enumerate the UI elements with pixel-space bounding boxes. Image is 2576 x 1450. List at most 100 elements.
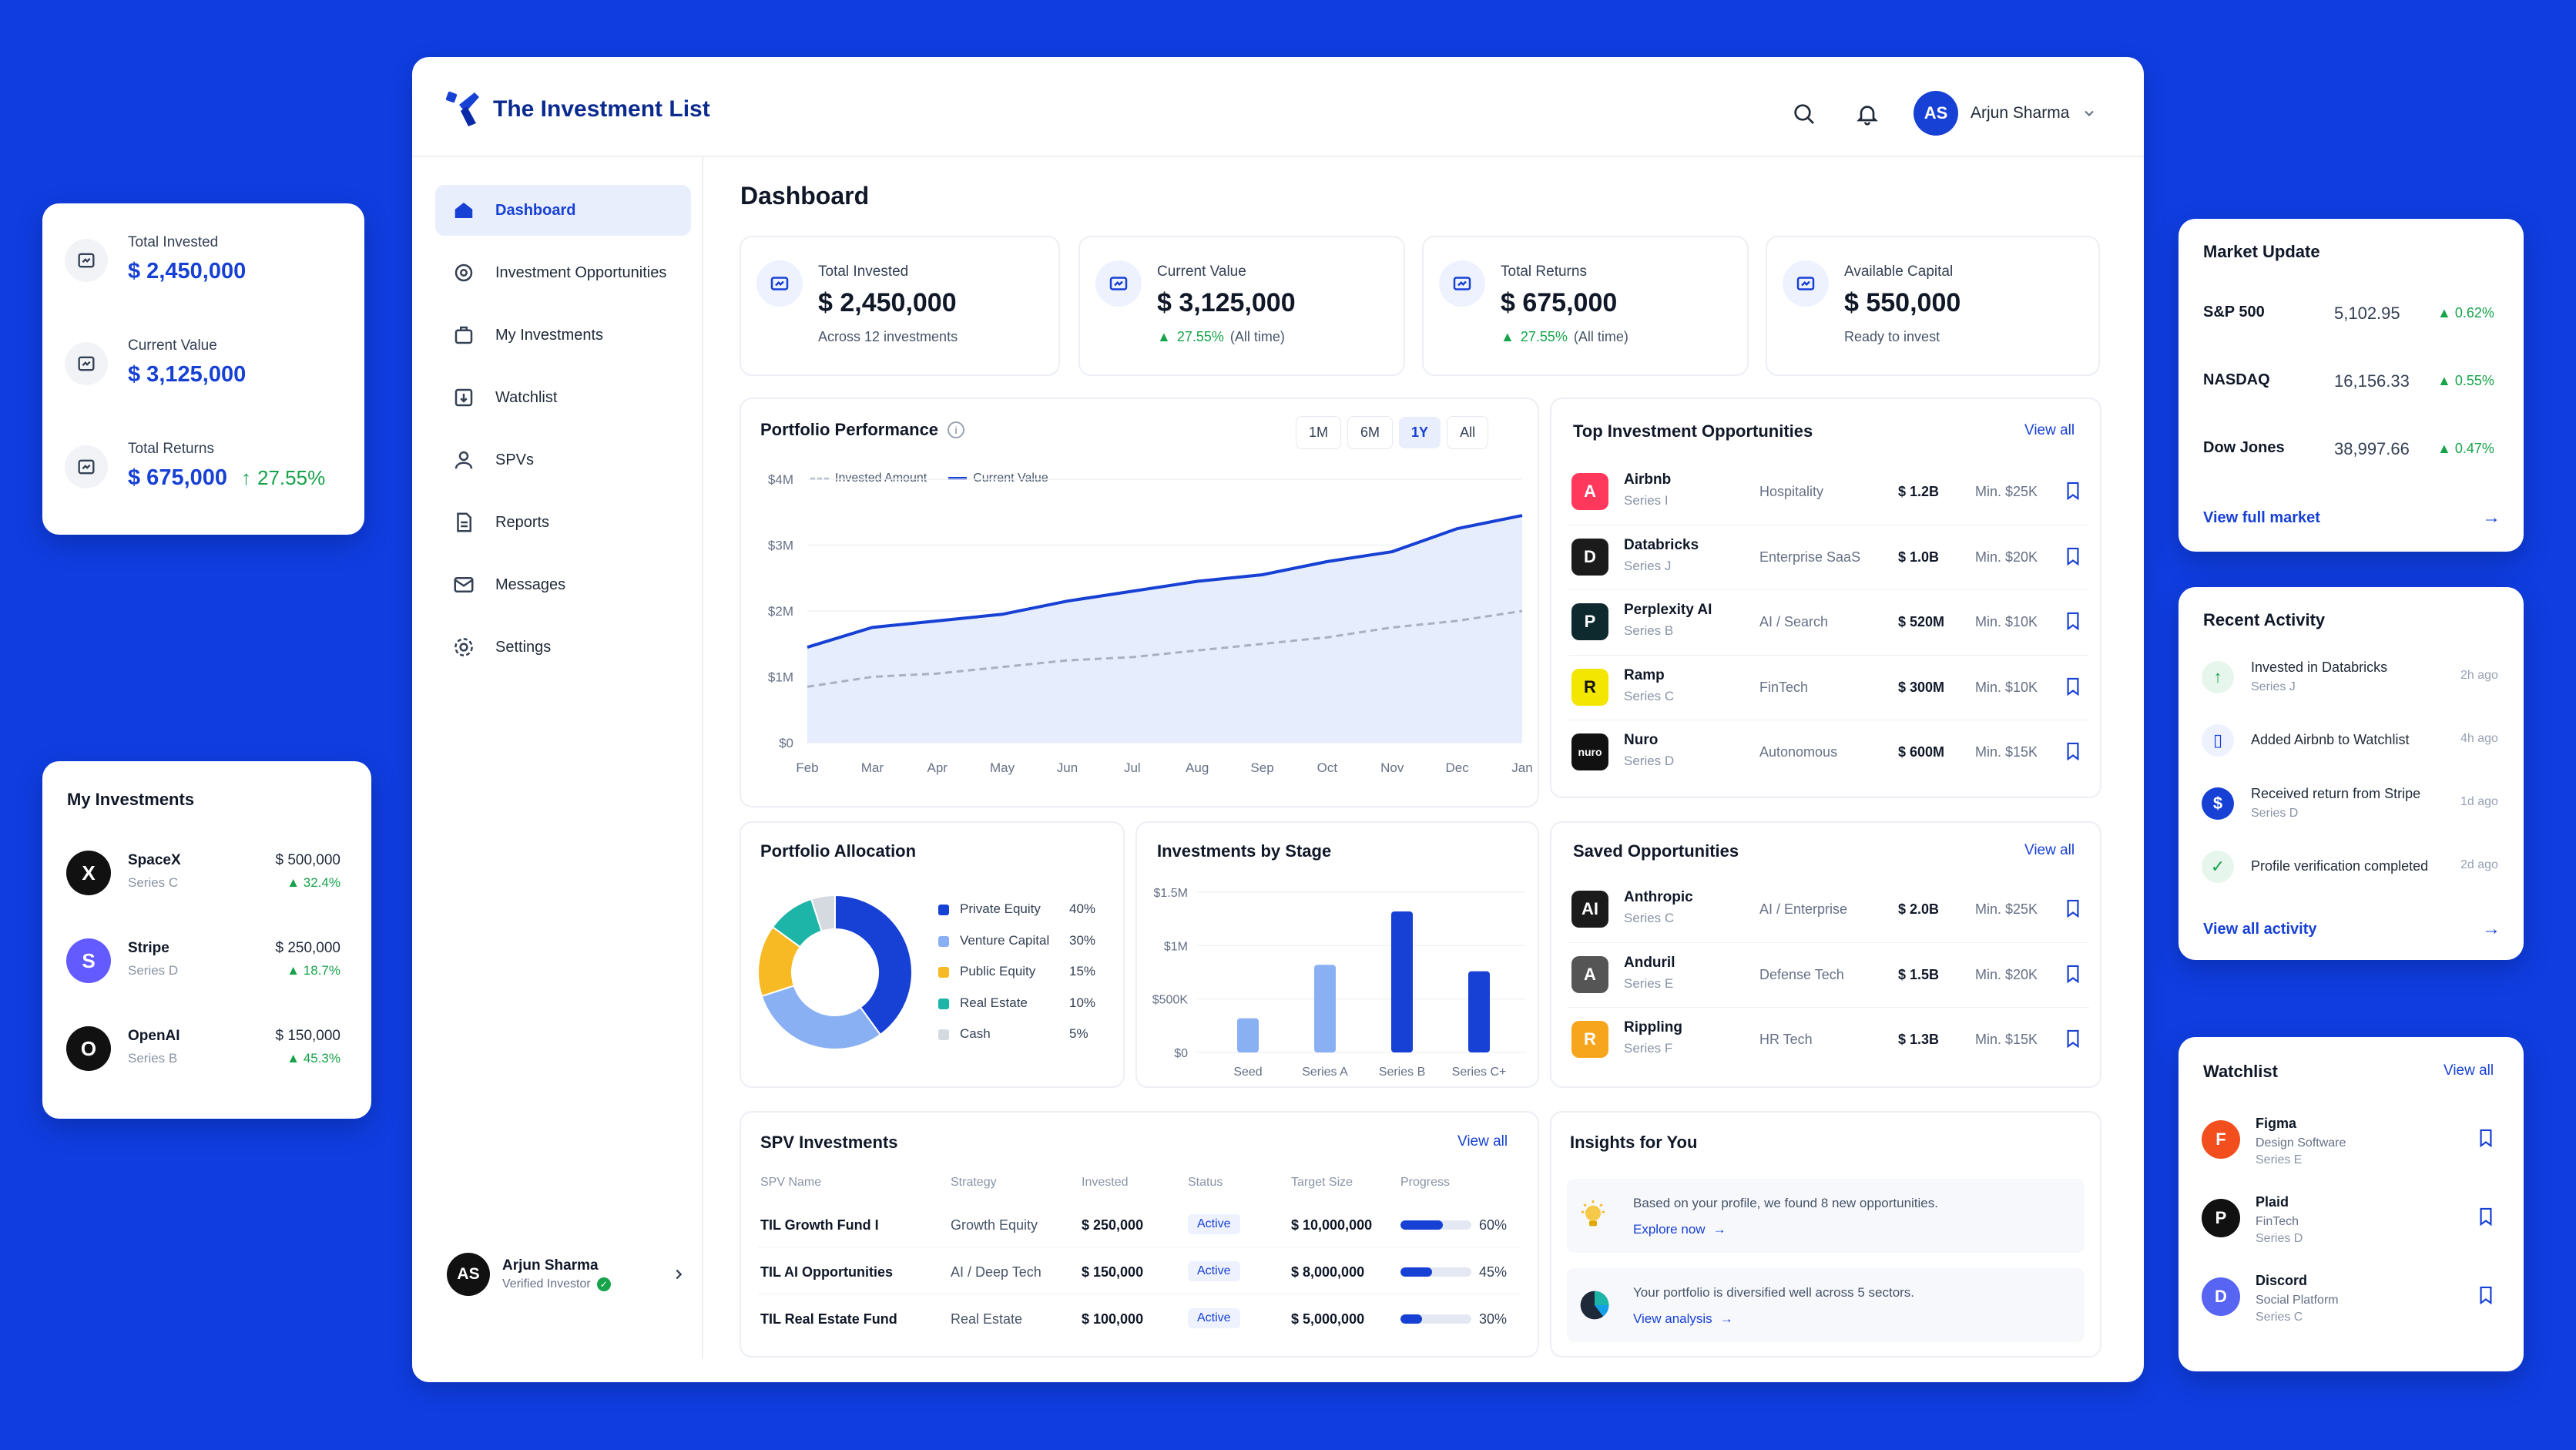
view-all-activity-link[interactable]: View all activity → (2203, 918, 2501, 939)
stat-value: $ 550,000 (1844, 288, 1961, 317)
arrow-right-icon: → (2482, 918, 2501, 939)
bookmark-icon[interactable] (2064, 741, 2081, 765)
stat-label: Available Capital (1844, 263, 1954, 280)
info-icon[interactable]: i (948, 421, 965, 438)
legend-swatch (938, 935, 949, 947)
watch-name[interactable]: Plaid (2256, 1194, 2289, 1210)
x-tick-label: Jul (1124, 760, 1141, 775)
saved-panel (1550, 821, 2101, 1088)
company-name[interactable]: Nuro (1624, 732, 1659, 748)
document-icon (452, 511, 475, 534)
range-1m[interactable]: 1M (1296, 416, 1342, 449)
company-series: Series F (1624, 1041, 1673, 1056)
spv-name[interactable]: TIL AI Opportunities (760, 1264, 893, 1280)
nav-item-watchlist[interactable]: Watchlist (435, 372, 691, 423)
summary-value: $ 675,000 (128, 465, 228, 490)
nav-item-messages[interactable]: Messages (435, 559, 691, 610)
watchlist-view-all[interactable]: View all (2444, 1062, 2494, 1079)
bookmark-icon[interactable] (2477, 1207, 2494, 1230)
allocation-pct: 40% (1069, 901, 1096, 916)
bookmark-icon[interactable] (2064, 964, 2081, 988)
sidebar-user-card[interactable]: AS Arjun Sharma Verified Investor ✓ (447, 1253, 687, 1296)
company-name[interactable]: Databricks (1624, 536, 1699, 553)
nav-item-reports[interactable]: Reports (435, 497, 691, 548)
investment-name[interactable]: SpaceX (128, 852, 181, 868)
top-opportunities-view-all[interactable]: View all (2024, 422, 2075, 438)
allocation-pct: 10% (1069, 995, 1096, 1010)
mail-icon (452, 573, 475, 596)
range-6m[interactable]: 6M (1347, 416, 1394, 449)
range-all[interactable]: All (1447, 416, 1489, 449)
arrow-right-icon: → (1719, 1311, 1733, 1326)
stat-label: Total Invested (818, 263, 909, 280)
bookmark-icon[interactable] (2064, 898, 2081, 922)
watch-name[interactable]: Discord (2256, 1273, 2308, 1288)
returns-icon (1439, 260, 1485, 307)
nav-item-settings[interactable]: Settings (435, 622, 691, 673)
insight-link[interactable]: Explore now → (1633, 1222, 1726, 1237)
bookmark-icon[interactable] (2064, 1029, 2081, 1052)
stat-sub: (All time) (1229, 329, 1285, 344)
nav-item-dashboard[interactable]: Dashboard (435, 185, 691, 236)
airbnb-logo: A (1571, 473, 1608, 510)
bookmark-icon: ▯ (2202, 724, 2234, 757)
bookmark-icon[interactable] (2064, 546, 2081, 570)
bookmark-icon[interactable] (2064, 676, 2081, 700)
x-tick-label: Dec (1446, 760, 1470, 775)
progress-pct: 30% (1479, 1311, 1508, 1327)
chevron-down-icon (2085, 110, 2095, 116)
market-index-name: NASDAQ (2203, 371, 2270, 388)
donut-slice-cash (810, 894, 836, 933)
bell-icon[interactable] (1852, 99, 1883, 129)
spv-name[interactable]: TIL Growth Fund I (760, 1217, 879, 1233)
company-name[interactable]: Rippling (1624, 1019, 1682, 1035)
watchlist-title: Watchlist (2203, 1062, 2278, 1081)
y-tick-label: $0 (779, 736, 793, 750)
company-name[interactable]: Anduril (1624, 954, 1675, 971)
company-name[interactable]: Airbnb (1624, 472, 1672, 488)
nav-label: Dashboard (495, 201, 576, 219)
row-divider (1568, 1007, 2089, 1008)
bookmark-icon[interactable] (2064, 611, 2081, 635)
user-menu[interactable]: AS Arjun Sharma (1914, 91, 2097, 136)
investment-name[interactable]: Stripe (128, 940, 169, 956)
insight-link[interactable]: View analysis → (1633, 1311, 1733, 1326)
saved-view-all[interactable]: View all (2024, 842, 2075, 858)
table-header: Strategy (951, 1176, 997, 1189)
nav-item-investment-opportunities[interactable]: Investment Opportunities (435, 247, 691, 298)
sidebar-user-role: Verified Investor (502, 1277, 591, 1291)
search-icon[interactable] (1789, 99, 1820, 129)
spv-view-all[interactable]: View all (1457, 1133, 1508, 1150)
activity-text: Profile verification completed (2251, 858, 2429, 874)
range-1y[interactable]: 1Y (1399, 417, 1441, 448)
nav-label: SPVs (495, 451, 535, 468)
app-logo[interactable]: The Investment List (445, 89, 710, 129)
spv-invested: $ 250,000 (1082, 1217, 1144, 1233)
watch-series: Series C (2256, 1311, 2303, 1324)
watch-series: Series D (2256, 1232, 2303, 1245)
x-tick-label: Series C+ (1452, 1066, 1507, 1079)
activity-time: 2h ago (2460, 669, 2498, 682)
company-name[interactable]: Perplexity AI (1624, 602, 1712, 618)
spv-name[interactable]: TIL Real Estate Fund (760, 1311, 897, 1327)
watch-name[interactable]: Figma (2256, 1116, 2297, 1131)
bookmark-icon[interactable] (2477, 1285, 2494, 1309)
activity-title: Recent Activity (2203, 610, 2326, 629)
company-name[interactable]: Anthropic (1624, 889, 1693, 905)
x-tick-label: Mar (861, 760, 884, 775)
bookmark-icon[interactable] (2064, 481, 2081, 505)
view-full-market-link[interactable]: View full market → (2203, 507, 2501, 528)
y-tick-label: $3M (768, 539, 793, 553)
company-name[interactable]: Ramp (1624, 666, 1665, 683)
nav-item-spvs[interactable]: SPVs (435, 435, 691, 485)
current-value-area (807, 515, 1522, 743)
returns-icon (65, 445, 108, 488)
allocation-label: Public Equity (960, 964, 1036, 978)
x-tick-label: Oct (1317, 760, 1338, 775)
chevron-right-icon (676, 1269, 683, 1280)
activity-text: Added Airbnb to Watchlist (2251, 732, 2410, 747)
bookmark-icon[interactable] (2477, 1128, 2494, 1152)
investment-name[interactable]: OpenAI (128, 1028, 180, 1044)
performance-chart: $0 $1M $2M $3M $4M Feb Mar Apr May Jun Jul Aug Sep Oc… (768, 472, 1533, 775)
nav-item-my-investments[interactable]: My Investments (435, 310, 691, 361)
